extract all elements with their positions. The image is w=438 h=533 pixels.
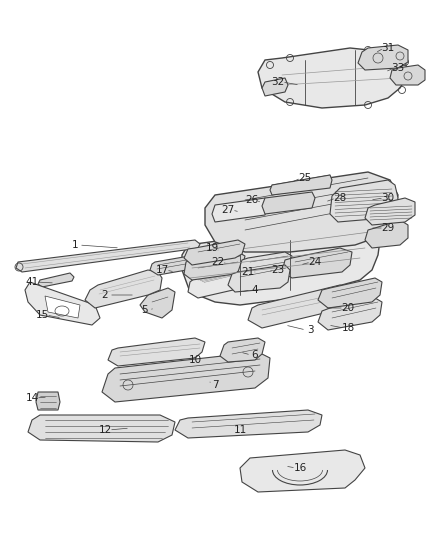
Text: 15: 15: [35, 310, 49, 320]
Text: 14: 14: [25, 393, 39, 403]
Text: 33: 33: [392, 63, 405, 73]
Polygon shape: [318, 278, 382, 308]
Text: 23: 23: [272, 265, 285, 275]
Polygon shape: [318, 298, 382, 330]
Polygon shape: [248, 285, 355, 328]
Text: 17: 17: [155, 265, 169, 275]
Text: 32: 32: [272, 77, 285, 87]
Text: 41: 41: [25, 277, 39, 287]
Text: 12: 12: [99, 425, 112, 435]
Polygon shape: [36, 392, 60, 410]
Text: 20: 20: [342, 303, 355, 313]
Text: 27: 27: [221, 205, 235, 215]
Polygon shape: [150, 255, 202, 275]
Polygon shape: [38, 273, 74, 287]
Text: 4: 4: [252, 285, 258, 295]
Text: 3: 3: [307, 325, 313, 335]
Text: 22: 22: [212, 257, 225, 267]
Polygon shape: [175, 410, 322, 438]
Polygon shape: [108, 338, 205, 366]
Polygon shape: [238, 252, 292, 278]
Text: 11: 11: [233, 425, 247, 435]
Polygon shape: [184, 252, 245, 280]
Polygon shape: [365, 220, 408, 248]
Polygon shape: [365, 198, 415, 225]
Text: 25: 25: [298, 173, 311, 183]
Polygon shape: [212, 198, 268, 222]
Text: 30: 30: [381, 193, 395, 203]
Text: 21: 21: [241, 267, 254, 277]
Text: 10: 10: [188, 355, 201, 365]
Polygon shape: [330, 180, 398, 222]
Polygon shape: [262, 192, 315, 214]
Polygon shape: [240, 450, 365, 492]
Polygon shape: [358, 45, 408, 70]
Polygon shape: [220, 338, 265, 362]
Text: 19: 19: [205, 243, 219, 253]
Polygon shape: [188, 262, 268, 298]
Polygon shape: [228, 265, 290, 292]
Text: 16: 16: [293, 463, 307, 473]
Polygon shape: [258, 48, 408, 108]
Text: 24: 24: [308, 257, 321, 267]
Polygon shape: [282, 248, 352, 278]
Polygon shape: [390, 65, 425, 85]
Text: 5: 5: [141, 305, 148, 315]
Polygon shape: [25, 282, 100, 325]
Text: 2: 2: [102, 290, 108, 300]
Text: 31: 31: [381, 43, 395, 53]
Text: 1: 1: [72, 240, 78, 250]
Polygon shape: [45, 296, 80, 318]
Polygon shape: [182, 222, 380, 305]
Polygon shape: [262, 78, 288, 96]
Text: 6: 6: [252, 350, 258, 360]
Text: 28: 28: [333, 193, 346, 203]
Polygon shape: [28, 415, 175, 442]
Polygon shape: [184, 240, 245, 265]
Polygon shape: [270, 175, 332, 195]
Polygon shape: [85, 270, 162, 308]
Polygon shape: [16, 240, 200, 272]
Polygon shape: [102, 352, 270, 402]
Text: 26: 26: [245, 195, 258, 205]
Text: 18: 18: [341, 323, 355, 333]
Polygon shape: [205, 172, 398, 252]
Text: 7: 7: [212, 380, 218, 390]
Text: 29: 29: [381, 223, 395, 233]
Polygon shape: [140, 288, 175, 318]
